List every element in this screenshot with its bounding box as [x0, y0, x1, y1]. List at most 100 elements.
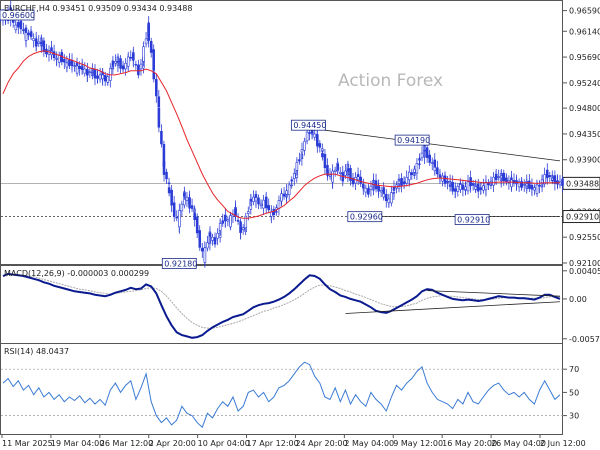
candle-body — [510, 179, 513, 188]
candle-body — [525, 183, 529, 187]
candle-body — [183, 192, 186, 197]
candle-body — [198, 237, 202, 248]
price-annotation: 0.94450 — [290, 119, 326, 131]
candle-body — [160, 130, 163, 145]
macd-label: MACD(12,26,9) -0.000003 0.000299 — [4, 269, 149, 278]
candle-body — [180, 203, 184, 212]
candle-body — [476, 183, 480, 192]
candle-body — [561, 178, 564, 186]
macd-trendlines — [345, 290, 561, 314]
candle-body — [482, 185, 485, 191]
price-annotation-box — [0, 9, 35, 21]
candle-body — [170, 189, 173, 206]
candle-body — [448, 184, 452, 187]
rsi-panel-frame — [0, 343, 563, 435]
candle-body — [333, 169, 337, 172]
candle-body — [290, 179, 294, 182]
candle-body — [323, 153, 327, 169]
candle-body — [351, 181, 355, 183]
candle-body — [500, 175, 503, 179]
candle-body — [390, 192, 393, 204]
candle-body — [326, 170, 329, 176]
candle-body — [101, 74, 104, 80]
candle-body — [303, 141, 306, 151]
macd-trendline-lower — [345, 301, 561, 314]
candle-body — [377, 186, 380, 192]
macd-axis: 0.004052 0.00 -0.005737 — [563, 267, 600, 344]
candle-body — [218, 223, 222, 231]
candle-body — [88, 71, 92, 74]
candle-body — [111, 60, 115, 66]
candle-body — [438, 175, 442, 178]
candle-body — [139, 63, 143, 70]
candle-body — [80, 66, 84, 70]
candle-body — [264, 196, 268, 209]
rsi-line — [2, 361, 561, 429]
candle-body — [413, 168, 416, 173]
candle-body — [356, 176, 360, 181]
candle-body — [300, 149, 304, 153]
candle-body — [530, 184, 534, 190]
time-tick-label: 26 Mar 12:00 — [100, 439, 153, 448]
rsi-tick-label: 50 — [569, 388, 579, 397]
candle-body — [379, 189, 383, 193]
price-annotation: 0.92960 — [347, 211, 383, 223]
price-annotation-label: 0.94450 — [293, 121, 326, 130]
macd-signal-line — [2, 274, 560, 329]
macd-tick-label: 0.004052 — [569, 267, 600, 276]
candle-body — [167, 187, 171, 194]
candle-body — [226, 219, 230, 222]
time-tick-label: 10 Apr 04:00 — [198, 439, 250, 448]
candle-body — [78, 66, 81, 70]
price-annotation: 0.96600 — [0, 9, 35, 21]
candle-body — [397, 180, 401, 184]
candle-body — [155, 79, 158, 97]
macd-panel-frame — [0, 265, 563, 344]
candle-body — [17, 21, 20, 28]
macd-trendline-upper — [427, 290, 561, 297]
candle-body — [259, 203, 263, 206]
candle-body — [338, 171, 342, 174]
candle-body — [236, 219, 240, 222]
candle-body — [119, 58, 122, 69]
support-tag — [562, 210, 600, 224]
candle-body — [400, 177, 403, 186]
candle-body — [369, 185, 373, 190]
candle-body — [367, 188, 370, 193]
candle-body — [466, 181, 470, 192]
candle-body — [172, 209, 176, 217]
candle-body — [254, 197, 258, 202]
candle-body — [425, 147, 429, 158]
candle-body — [502, 172, 506, 182]
time-tick-label: 16 May 20:00 — [442, 439, 497, 448]
candle-body — [142, 46, 145, 62]
candle-body — [436, 167, 439, 175]
candle-body — [252, 196, 255, 203]
candle-body — [262, 199, 265, 209]
candle-body — [249, 198, 253, 202]
rsi-axis: 70 50 30 — [1, 365, 579, 421]
candle-body — [362, 185, 365, 189]
candle-body — [517, 181, 521, 188]
candle-body — [446, 180, 449, 183]
time-tick-label: 2 Jun 12:00 — [540, 439, 586, 448]
candle-body — [287, 184, 291, 196]
price-annotation: 0.94190 — [394, 134, 430, 146]
candle-body — [178, 210, 181, 228]
candle-body — [65, 62, 69, 68]
candle-body — [454, 188, 457, 191]
candle-body — [535, 184, 539, 194]
candle-body — [98, 74, 102, 80]
price-annotations: 0.96600 0.92180 0.94450 0.94190 0.92960 0.929… — [0, 9, 490, 269]
candle-body — [298, 159, 301, 162]
price-tick-label: 0.92100 — [569, 259, 600, 268]
candle-body — [42, 40, 46, 52]
candle-body — [162, 161, 166, 175]
candle-body — [384, 193, 388, 202]
candle-body — [63, 59, 66, 63]
candle-body — [344, 170, 347, 176]
price-annotation-label: 0.92960 — [350, 213, 383, 222]
candle-body — [134, 64, 138, 66]
candle-body — [528, 180, 531, 189]
